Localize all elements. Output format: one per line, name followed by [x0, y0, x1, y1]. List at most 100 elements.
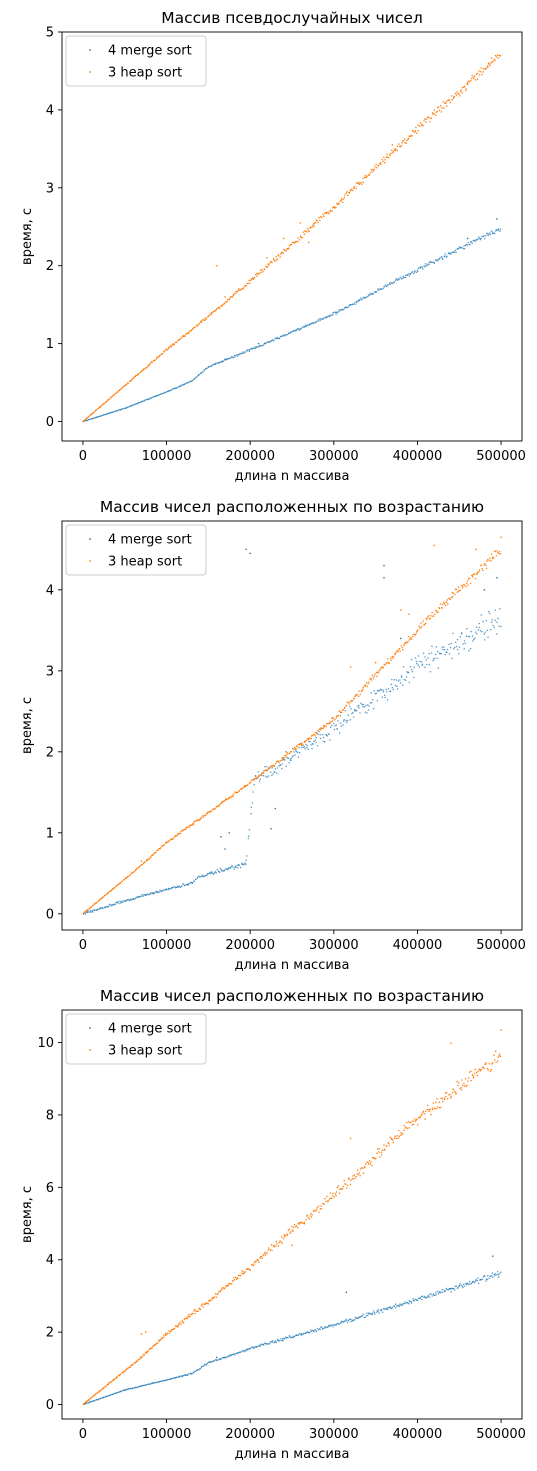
data-point [259, 774, 261, 777]
data-point [404, 1302, 406, 1305]
data-point [477, 1070, 479, 1072]
data-point [112, 1393, 115, 1395]
data-point [266, 1252, 268, 1254]
data-point [481, 73, 483, 76]
data-point [200, 320, 203, 322]
data-point [219, 1290, 221, 1293]
data-point [346, 1321, 349, 1323]
data-point [394, 652, 397, 655]
data-point [269, 1249, 272, 1251]
data-point [357, 695, 360, 697]
data-point [162, 889, 165, 891]
data-point [435, 653, 437, 655]
data-point [488, 1063, 490, 1065]
data-point [202, 319, 205, 321]
data-point [334, 311, 337, 314]
data-point [163, 350, 166, 353]
data-point [320, 1208, 323, 1210]
data-point [287, 332, 290, 335]
data-point [200, 817, 202, 819]
data-point [432, 615, 435, 617]
data-point [87, 910, 89, 912]
data-point [257, 775, 260, 778]
data-point [453, 1287, 455, 1290]
data-point [468, 1283, 470, 1285]
data-point [158, 891, 161, 893]
data-point [418, 625, 420, 627]
x-tick-label: 200000 [225, 449, 275, 464]
data-point [389, 154, 391, 157]
data-point [354, 695, 356, 698]
data-points [82, 536, 502, 915]
data-point [437, 106, 440, 108]
data-point [477, 238, 479, 240]
data-point [430, 652, 433, 654]
data-point [122, 408, 124, 410]
data-point [277, 337, 279, 340]
data-point [339, 710, 341, 713]
data-point [454, 641, 457, 643]
data-point [135, 897, 137, 899]
y-tick-label: 6 [46, 1181, 54, 1196]
data-point [444, 1290, 446, 1292]
data-point [403, 678, 405, 681]
data-point [496, 1060, 499, 1062]
data-point [336, 1186, 339, 1189]
data-point [173, 387, 175, 390]
data-point [493, 232, 496, 235]
data-point [426, 1296, 428, 1299]
data-point [303, 1221, 306, 1223]
data-point [163, 1336, 165, 1338]
data-point [228, 298, 230, 301]
data-point [404, 276, 407, 279]
data-point [468, 1280, 471, 1283]
data-point [492, 60, 495, 63]
data-point [385, 1145, 388, 1147]
data-point [237, 354, 240, 356]
data-point [398, 1305, 401, 1308]
data-point [416, 1118, 418, 1121]
data-point [160, 393, 162, 395]
data-point [146, 1352, 148, 1354]
data-point [333, 728, 336, 731]
data-point [275, 1240, 277, 1243]
data-point [473, 77, 475, 80]
data-point [376, 671, 379, 673]
data-point [365, 704, 367, 707]
data-point [389, 283, 391, 286]
data-point [479, 238, 482, 241]
legend-marker [89, 538, 91, 540]
data-point [198, 819, 200, 822]
data-point [287, 1337, 289, 1339]
data-point [202, 370, 204, 373]
data-point [255, 776, 257, 778]
data-point [287, 753, 289, 755]
data-point [369, 1163, 371, 1165]
data-point [129, 1366, 132, 1369]
data-point [382, 1308, 385, 1310]
data-point [172, 837, 174, 840]
data-point [447, 603, 449, 605]
data-point [438, 258, 441, 260]
data-point [353, 302, 356, 304]
data-point [400, 1133, 403, 1136]
data-point [343, 719, 345, 721]
data-point [469, 647, 472, 650]
data-point [174, 885, 176, 888]
data-point [361, 297, 364, 300]
data-point [102, 907, 104, 910]
data-point [259, 1345, 261, 1347]
data-point [219, 867, 222, 870]
data-point [432, 113, 434, 115]
data-point [248, 349, 251, 351]
data-point [438, 109, 441, 112]
data-point [332, 722, 335, 725]
data-point [210, 810, 213, 812]
data-point [124, 877, 127, 879]
data-point [82, 420, 84, 423]
data-point [267, 775, 270, 777]
data-point [253, 783, 255, 786]
data-point [445, 102, 447, 105]
chart-2: Массив чисел расположенных по возрастани… [20, 498, 526, 973]
